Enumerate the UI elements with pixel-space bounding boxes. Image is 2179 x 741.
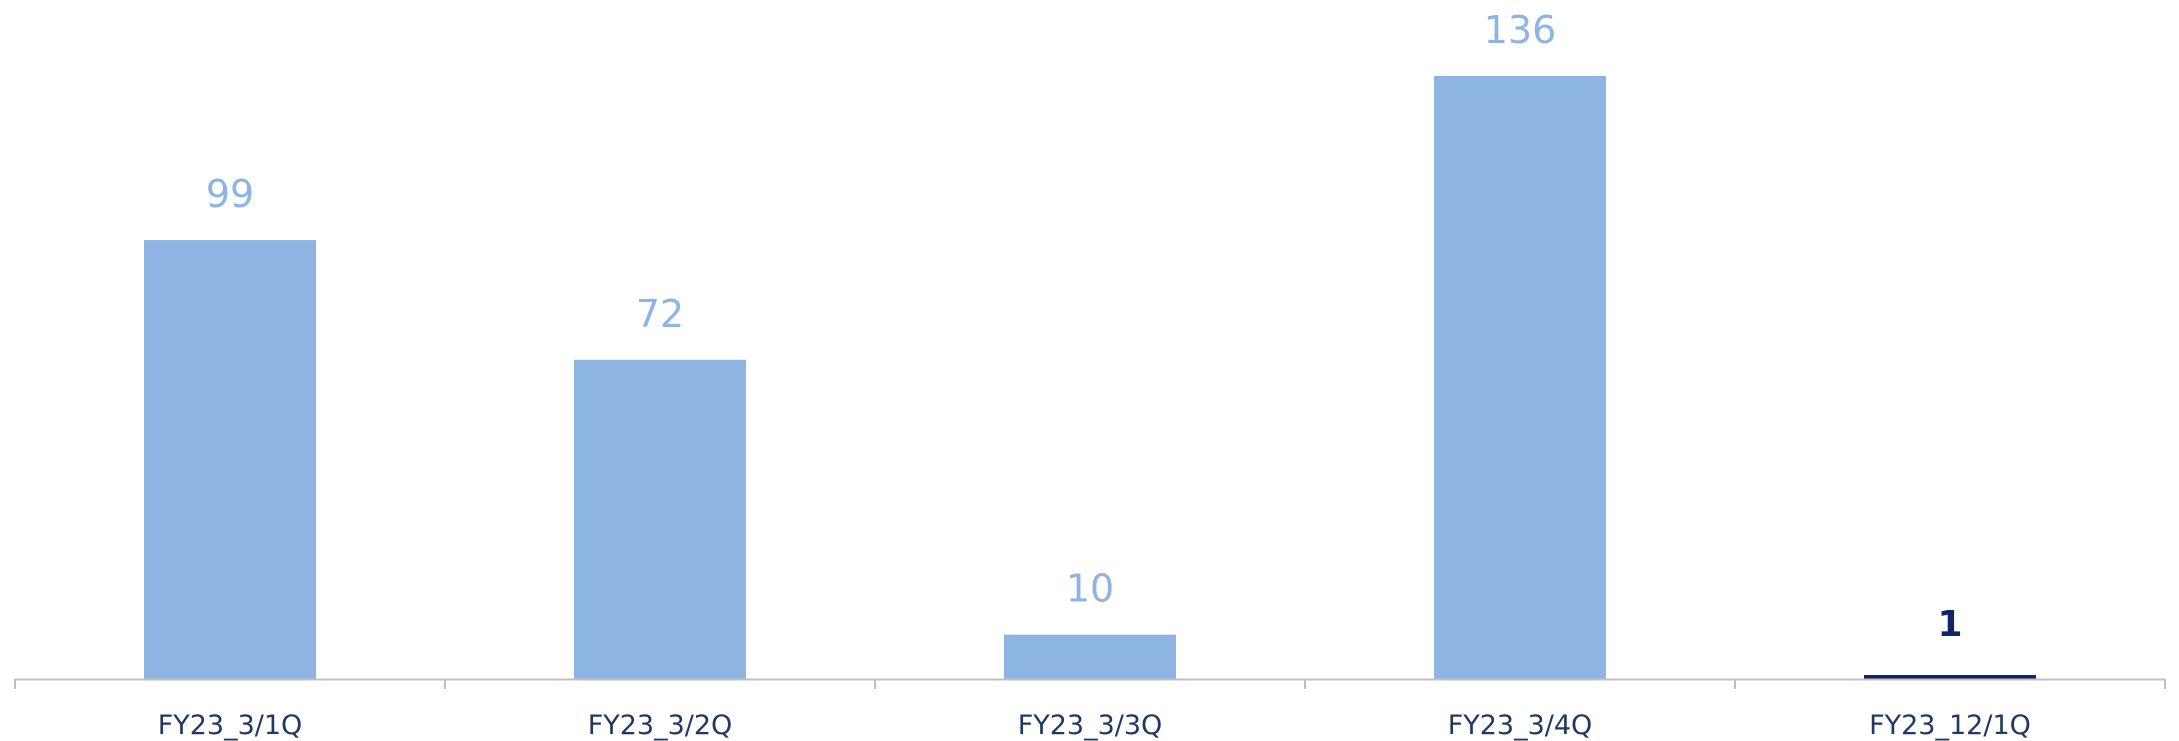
bar-value-label-5: 1 (1937, 604, 1962, 645)
x-tick-label-5: FY23_12/1Q (1869, 710, 2031, 741)
bar-3 (1004, 634, 1176, 679)
x-tick-labels-layer: FY23_3/1Q FY23_3/2Q FY23_3/3Q FY23_3/4Q FY23… (158, 710, 2031, 741)
bar-5 (1864, 675, 2036, 679)
bars-layer (144, 76, 2036, 680)
x-axis (14, 678, 2166, 689)
x-tick-label-2: FY23_3/2Q (588, 710, 733, 741)
bar-1 (144, 240, 316, 680)
x-tick-label-4: FY23_3/4Q (1448, 710, 1593, 741)
data-labels-layer: 99 72 10 136 1 (206, 8, 1963, 645)
bar-2 (574, 359, 746, 679)
bar-4 (1434, 76, 1606, 679)
bar-value-label-1: 99 (206, 172, 254, 216)
bar-value-label-2: 72 (636, 292, 684, 336)
x-tick-label-3: FY23_3/3Q (1018, 710, 1163, 741)
bar-value-label-4: 136 (1484, 8, 1557, 52)
x-tick-label-1: FY23_3/1Q (158, 710, 303, 741)
bar-value-label-3: 10 (1066, 567, 1114, 611)
